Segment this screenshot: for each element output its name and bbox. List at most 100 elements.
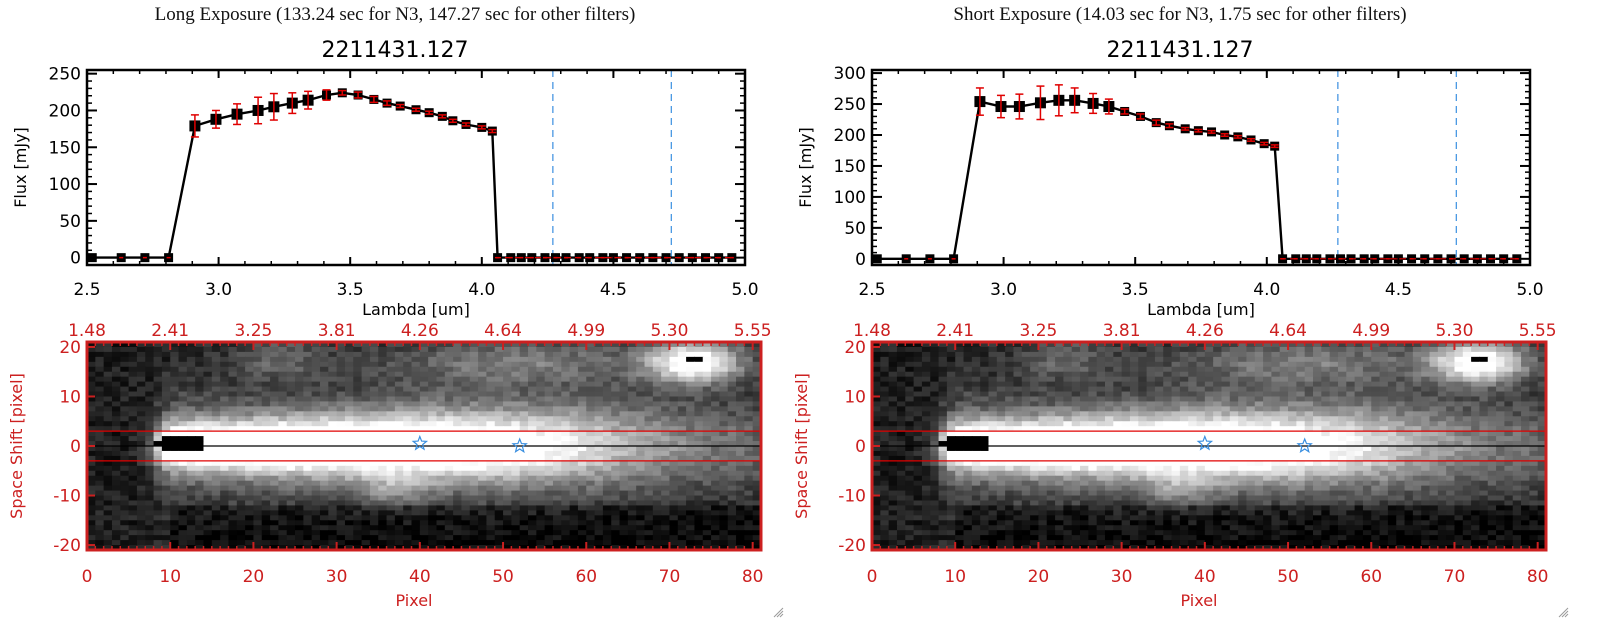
image-cell — [203, 500, 213, 507]
image-cell — [1437, 381, 1447, 388]
image-cell — [128, 500, 138, 507]
image-cell — [436, 540, 446, 546]
image-cell — [569, 515, 579, 521]
image-cell — [494, 436, 504, 442]
image-cell — [378, 406, 388, 412]
image-cell — [403, 485, 413, 492]
image-cell — [1329, 342, 1339, 348]
image-cell — [1454, 361, 1464, 368]
image-cell — [378, 460, 388, 467]
image-cell — [694, 396, 704, 403]
image-cell — [752, 505, 762, 511]
image-cell — [536, 391, 546, 398]
image-cell — [444, 500, 454, 507]
image-cell — [328, 406, 338, 412]
image-cell — [103, 361, 113, 368]
image-cell — [736, 515, 745, 521]
image-cell — [1437, 356, 1447, 363]
image-cell — [602, 535, 612, 541]
image-cell — [677, 520, 687, 526]
image-cell — [328, 500, 338, 507]
image-cell — [195, 470, 205, 477]
image-cell — [1154, 391, 1164, 398]
image-cell — [203, 381, 213, 388]
image-cell — [145, 480, 155, 487]
image-cell — [378, 401, 388, 407]
image-cell — [971, 361, 981, 368]
image-cell — [136, 376, 146, 383]
image-cell — [361, 401, 371, 407]
image-cell — [661, 545, 671, 551]
image-cell — [136, 465, 146, 472]
image-cell — [636, 366, 646, 373]
image-cell — [519, 475, 529, 482]
image-cell — [95, 391, 105, 398]
image-cell — [311, 431, 321, 437]
image-cell — [394, 342, 404, 348]
image-cell — [636, 510, 646, 516]
image-cell — [752, 411, 762, 417]
image-cell — [419, 376, 429, 383]
image-cell — [528, 485, 537, 492]
image-cell — [1412, 361, 1422, 368]
image-cell — [552, 396, 562, 403]
image-cell — [311, 520, 321, 526]
image-cell — [494, 346, 504, 353]
image-cell — [536, 455, 546, 462]
image-cell — [120, 426, 130, 432]
image-cell — [1296, 356, 1306, 363]
image-cell — [661, 495, 671, 502]
image-cell — [270, 530, 279, 536]
image-cell — [1337, 391, 1347, 398]
image-cell — [619, 421, 629, 427]
image-cell — [428, 396, 438, 403]
image-cell — [619, 361, 629, 368]
image-cell — [1263, 371, 1273, 378]
image-cell — [336, 361, 346, 368]
image-cell — [686, 346, 696, 353]
image-cell — [1263, 351, 1273, 358]
image-cell — [1304, 366, 1314, 373]
image-cell — [677, 342, 687, 348]
image-cell — [1204, 391, 1214, 398]
image-cell — [270, 505, 279, 511]
image-cell — [286, 470, 296, 477]
image-cell — [328, 411, 338, 417]
image-cell — [461, 376, 471, 383]
image-cell — [519, 545, 529, 551]
image-cell — [270, 376, 279, 383]
image-cell — [711, 381, 720, 388]
image-cell — [486, 366, 496, 373]
image-cell — [486, 351, 496, 358]
image-cell — [652, 545, 662, 551]
image-cell — [311, 421, 321, 427]
image-cell — [528, 475, 537, 482]
image-cell — [278, 490, 288, 497]
image-cell — [136, 351, 146, 358]
image-cell — [938, 356, 948, 363]
image-cell — [661, 431, 671, 437]
image-cell — [170, 396, 180, 403]
image-cell — [103, 515, 113, 521]
image-cell — [736, 381, 745, 388]
image-cell — [1404, 366, 1414, 373]
image-cell — [736, 356, 745, 363]
image-cell — [1404, 381, 1414, 388]
image-cell — [1521, 386, 1530, 393]
image-cell — [602, 530, 612, 536]
image-cell — [136, 421, 146, 427]
image-cell — [1288, 391, 1297, 398]
image-cell — [211, 381, 221, 388]
image-cell — [286, 495, 296, 502]
image-cell — [153, 495, 163, 502]
image-cell — [561, 351, 571, 358]
image-cell — [478, 361, 488, 368]
image-cell — [419, 381, 429, 388]
image-cell — [211, 426, 221, 432]
image-cell — [120, 535, 130, 541]
image-cell — [644, 535, 654, 541]
image-cell — [303, 495, 313, 502]
image-cell — [677, 356, 687, 363]
image-cell — [661, 441, 671, 447]
image-cell — [295, 545, 304, 551]
